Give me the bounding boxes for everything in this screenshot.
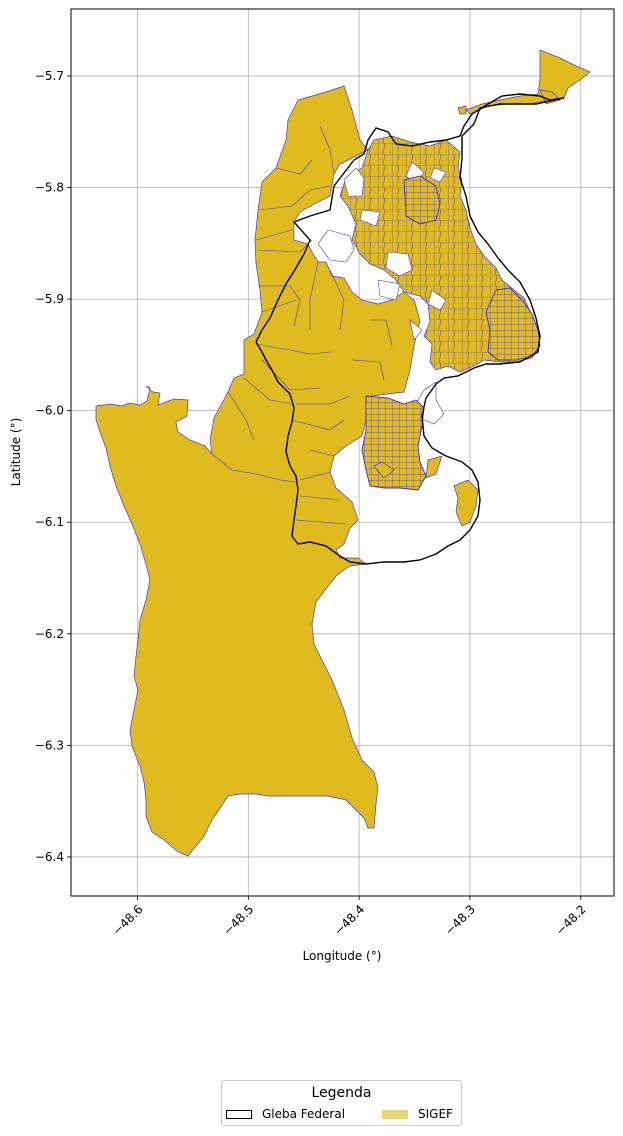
y-tick-label: −5.9 bbox=[35, 292, 64, 306]
x-tick-label: −48.2 bbox=[553, 902, 589, 938]
x-tick-label: −48.5 bbox=[221, 902, 257, 938]
y-tick-label: −6.3 bbox=[35, 738, 64, 752]
legend-entry-sigef: SIGEF bbox=[382, 1107, 453, 1121]
y-axis-ticks: −5.7 −5.8 −5.9 −6.0 −6.1 −6.2 −6.3 −6.4 bbox=[35, 69, 71, 864]
sigef-parcel-dense-north bbox=[403, 175, 441, 225]
y-tick-label: −6.1 bbox=[35, 515, 64, 529]
legend-label-sigef: SIGEF bbox=[418, 1107, 453, 1121]
y-tick-label: −6.0 bbox=[35, 404, 64, 418]
x-axis-ticks: −48.6 −48.5 −48.4 −48.3 −48.2 bbox=[110, 896, 589, 938]
sigef-parcel-northeast-strip bbox=[457, 49, 591, 115]
y-tick-label: −5.8 bbox=[35, 181, 64, 195]
sigef-parcel-southeast bbox=[373, 455, 479, 527]
y-tick-label: −5.7 bbox=[35, 69, 64, 83]
map-legend: Legenda Gleba Federal SIGEF bbox=[221, 1080, 462, 1126]
sigef-internal-boundaries-west bbox=[211, 125, 393, 525]
unregistered-area-central bbox=[317, 161, 447, 425]
y-tick-label: −6.4 bbox=[35, 850, 64, 864]
x-tick-label: −48.6 bbox=[110, 902, 146, 938]
x-tick-label: −48.4 bbox=[331, 902, 367, 938]
gleba-federal-boundary bbox=[255, 93, 565, 565]
legend-label-gleba-federal: Gleba Federal bbox=[262, 1107, 346, 1121]
legend-swatch-gleba-federal bbox=[226, 1109, 252, 1119]
y-tick-label: −6.2 bbox=[35, 627, 64, 641]
sigef-parcel-southwest bbox=[95, 85, 421, 857]
y-axis-title: Latitude (°) bbox=[9, 418, 23, 487]
x-axis-title: Longitude (°) bbox=[303, 949, 382, 963]
plot-frame bbox=[70, 8, 615, 897]
sigef-parcel-dense-block bbox=[361, 395, 427, 491]
map-figure: −48.6 −48.5 −48.4 −48.3 −48.2 −5.7 −5.8 −5.9 −6… bbox=[9, 8, 615, 963]
x-tick-label: −48.3 bbox=[442, 902, 478, 938]
legend-swatch-sigef bbox=[382, 1109, 408, 1119]
legend-entry-gleba-federal: Gleba Federal bbox=[226, 1107, 345, 1121]
legend-title: Legenda bbox=[311, 1085, 372, 1101]
